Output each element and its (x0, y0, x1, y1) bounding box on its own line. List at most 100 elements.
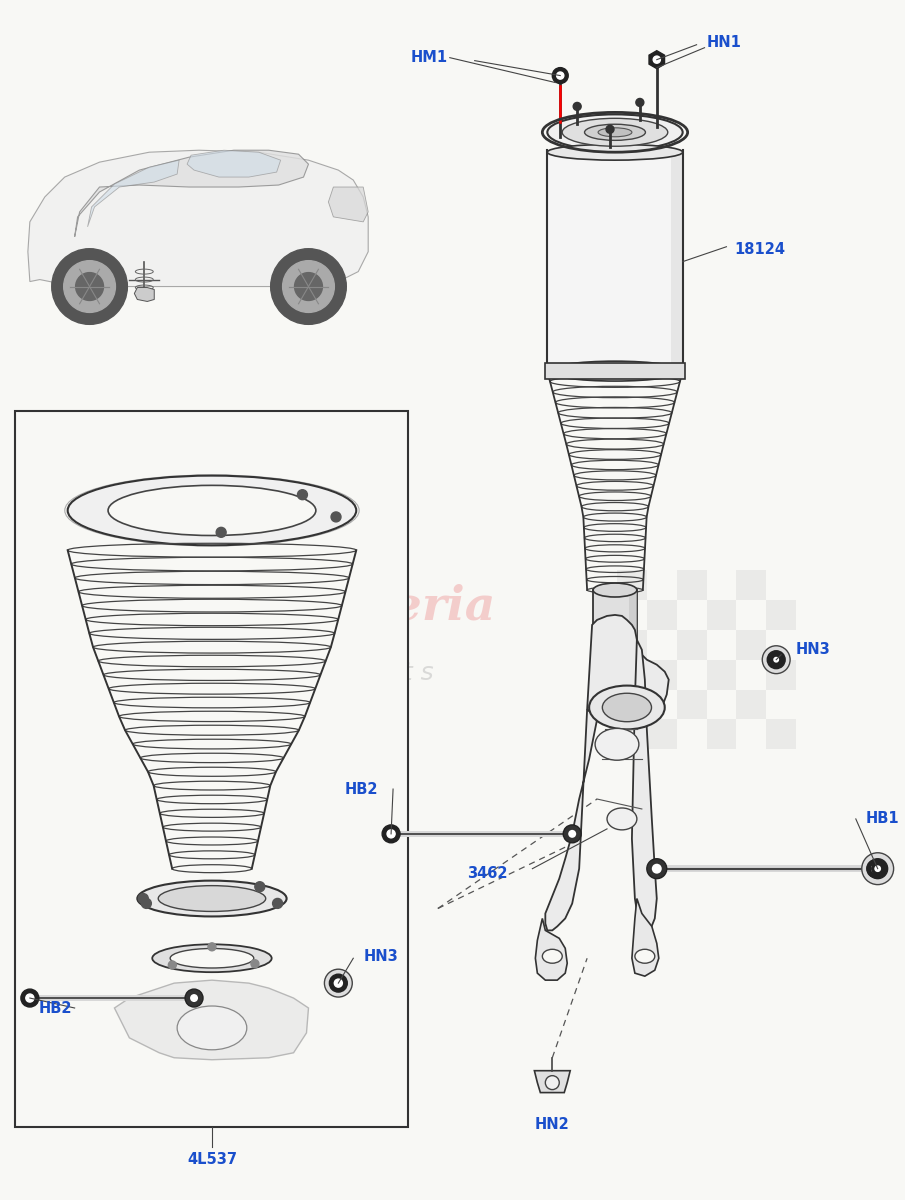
Circle shape (294, 272, 322, 300)
Ellipse shape (593, 583, 637, 598)
Circle shape (387, 830, 395, 838)
Circle shape (653, 56, 661, 64)
Ellipse shape (563, 824, 581, 842)
Circle shape (298, 490, 308, 499)
Ellipse shape (190, 994, 198, 1002)
Ellipse shape (603, 694, 652, 721)
Circle shape (255, 882, 265, 892)
Ellipse shape (68, 475, 357, 545)
Ellipse shape (568, 830, 576, 838)
Bar (617, 690, 647, 720)
Ellipse shape (585, 125, 645, 140)
Ellipse shape (542, 949, 562, 964)
Bar (617, 570, 647, 600)
Circle shape (208, 943, 216, 950)
Text: c a r p a r t s: c a r p a r t s (273, 661, 433, 685)
Circle shape (651, 863, 663, 875)
Polygon shape (134, 288, 154, 301)
Polygon shape (587, 614, 669, 725)
Circle shape (272, 899, 282, 908)
Bar (767, 600, 796, 630)
Text: HN2: HN2 (535, 1117, 569, 1133)
Text: HB2: HB2 (345, 781, 378, 797)
Ellipse shape (762, 646, 790, 673)
Polygon shape (74, 150, 309, 236)
Circle shape (868, 859, 888, 878)
Circle shape (771, 655, 781, 665)
Text: HN3: HN3 (363, 949, 398, 964)
Circle shape (21, 989, 39, 1007)
Circle shape (875, 866, 881, 871)
Polygon shape (114, 980, 309, 1060)
Text: scuderia: scuderia (269, 584, 495, 630)
Text: HN3: HN3 (796, 642, 831, 658)
Ellipse shape (548, 361, 682, 382)
Circle shape (76, 272, 103, 300)
Circle shape (872, 865, 880, 872)
Polygon shape (632, 899, 659, 976)
Bar (677, 690, 707, 720)
Bar (14, 410, 408, 1128)
Text: HN1: HN1 (707, 35, 741, 50)
Ellipse shape (589, 685, 665, 730)
Bar (647, 660, 677, 690)
Text: HB2: HB2 (38, 1001, 71, 1015)
Ellipse shape (108, 485, 316, 535)
Circle shape (382, 824, 400, 842)
Polygon shape (534, 1070, 570, 1092)
Bar (677, 630, 707, 660)
Ellipse shape (647, 859, 667, 878)
Polygon shape (536, 918, 567, 980)
Polygon shape (671, 150, 682, 371)
Ellipse shape (158, 886, 266, 912)
Ellipse shape (177, 1006, 247, 1050)
Circle shape (336, 980, 340, 985)
Bar (767, 720, 796, 749)
Polygon shape (548, 150, 682, 371)
Bar (737, 690, 767, 720)
Ellipse shape (652, 864, 662, 874)
Ellipse shape (548, 144, 682, 160)
Circle shape (168, 961, 176, 968)
Circle shape (329, 974, 348, 992)
Ellipse shape (170, 948, 253, 968)
Circle shape (654, 866, 660, 871)
Text: 3462: 3462 (467, 866, 508, 881)
Circle shape (251, 960, 259, 967)
Circle shape (271, 248, 347, 324)
Text: HB1: HB1 (866, 811, 900, 827)
Bar (647, 720, 677, 749)
Text: 4L537: 4L537 (187, 1152, 237, 1168)
Ellipse shape (138, 881, 287, 917)
Circle shape (333, 978, 343, 988)
Bar (707, 720, 737, 749)
Polygon shape (30, 995, 194, 1001)
Bar (647, 600, 677, 630)
Circle shape (216, 527, 226, 538)
Circle shape (772, 655, 780, 664)
Text: 18124: 18124 (734, 242, 786, 257)
Polygon shape (629, 590, 637, 679)
Circle shape (606, 125, 614, 133)
Circle shape (138, 894, 148, 904)
Ellipse shape (186, 989, 203, 1007)
Ellipse shape (548, 114, 682, 150)
Circle shape (331, 512, 341, 522)
Bar (677, 570, 707, 600)
Circle shape (573, 102, 581, 110)
Bar (707, 600, 737, 630)
Circle shape (636, 98, 643, 107)
Circle shape (52, 248, 128, 324)
Ellipse shape (595, 728, 639, 761)
Bar (737, 570, 767, 600)
Polygon shape (657, 865, 868, 872)
Polygon shape (593, 590, 637, 679)
Ellipse shape (598, 128, 632, 137)
Circle shape (867, 859, 885, 877)
Bar (767, 660, 796, 690)
Circle shape (26, 994, 33, 1002)
Circle shape (141, 899, 151, 908)
Polygon shape (391, 830, 572, 836)
Polygon shape (187, 150, 281, 178)
Bar (617, 630, 647, 660)
